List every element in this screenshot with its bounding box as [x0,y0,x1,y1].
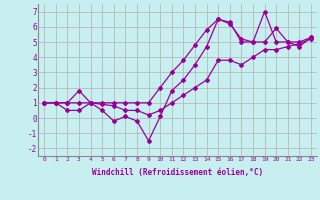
X-axis label: Windchill (Refroidissement éolien,°C): Windchill (Refroidissement éolien,°C) [92,168,263,177]
